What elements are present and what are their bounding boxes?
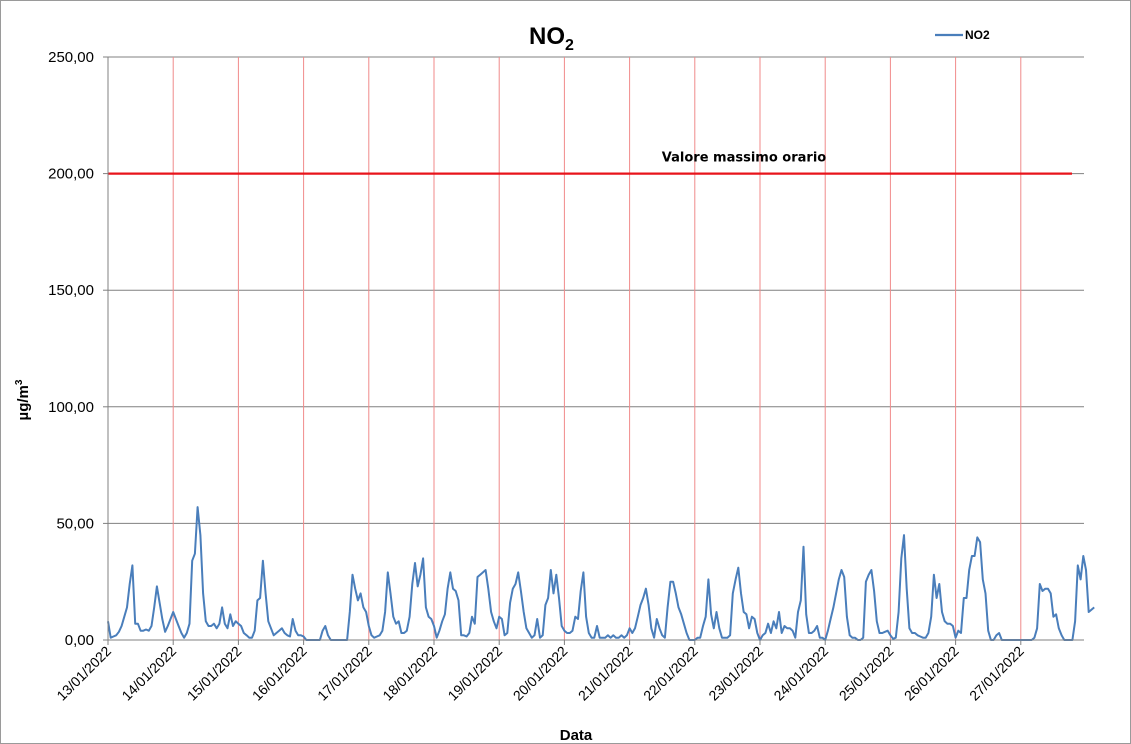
vertical-gridlines [172, 57, 1022, 640]
y-axis-label-main: µg/m [15, 385, 32, 420]
reference-lines: Valore massimo orario [108, 151, 1072, 175]
x-tick-label: 16/01/2022 [249, 643, 310, 704]
plot-area [108, 57, 1084, 640]
series-layer [107, 506, 1095, 641]
y-tick-label: 100,00 [48, 399, 94, 416]
chart-title-subscript: 2 [565, 37, 574, 54]
chart-title: NO2 [529, 23, 574, 54]
y-tick-label: 0,00 [65, 632, 94, 649]
x-tick-label: 25/01/2022 [836, 643, 897, 704]
y-tick-label: 250,00 [48, 49, 94, 66]
x-tick-label: 18/01/2022 [379, 643, 440, 704]
series-line-no2 [107, 506, 1095, 641]
x-tick-label: 15/01/2022 [184, 643, 245, 704]
y-tick-labels: 0,00 50,00 100,00 150,00 200,00 250,00 [48, 49, 108, 649]
legend-label-no2: NO2 [965, 28, 990, 42]
horizontal-gridlines [108, 56, 1084, 524]
reference-line-label: Valore massimo orario [662, 151, 826, 166]
x-tick-label: 27/01/2022 [966, 643, 1027, 704]
x-tick-label: 26/01/2022 [901, 643, 962, 704]
x-tick-label: 14/01/2022 [118, 643, 179, 704]
x-tick-label: 24/01/2022 [770, 643, 831, 704]
x-tick-label: 17/01/2022 [314, 643, 375, 704]
x-tick-label: 13/01/2022 [53, 643, 114, 704]
legend: NO2 [935, 28, 990, 42]
chart-title-main: NO [529, 23, 565, 50]
x-tick-labels: 13/01/2022 14/01/2022 15/01/2022 16/01/2022… [53, 640, 1027, 704]
x-tick-label: 23/01/2022 [705, 643, 766, 704]
x-tick-label: 19/01/2022 [444, 643, 505, 704]
x-axis-label: Data [560, 727, 593, 744]
x-tick-label: 21/01/2022 [575, 643, 636, 704]
y-axis-label: µg/m3 [14, 379, 32, 420]
x-tick-label: 20/01/2022 [510, 643, 571, 704]
y-tick-label: 50,00 [56, 515, 94, 532]
y-tick-label: 150,00 [48, 282, 94, 299]
y-axis-label-superscript: 3 [14, 379, 25, 385]
y-tick-label: 200,00 [48, 166, 94, 183]
x-tick-label: 22/01/2022 [640, 643, 701, 704]
